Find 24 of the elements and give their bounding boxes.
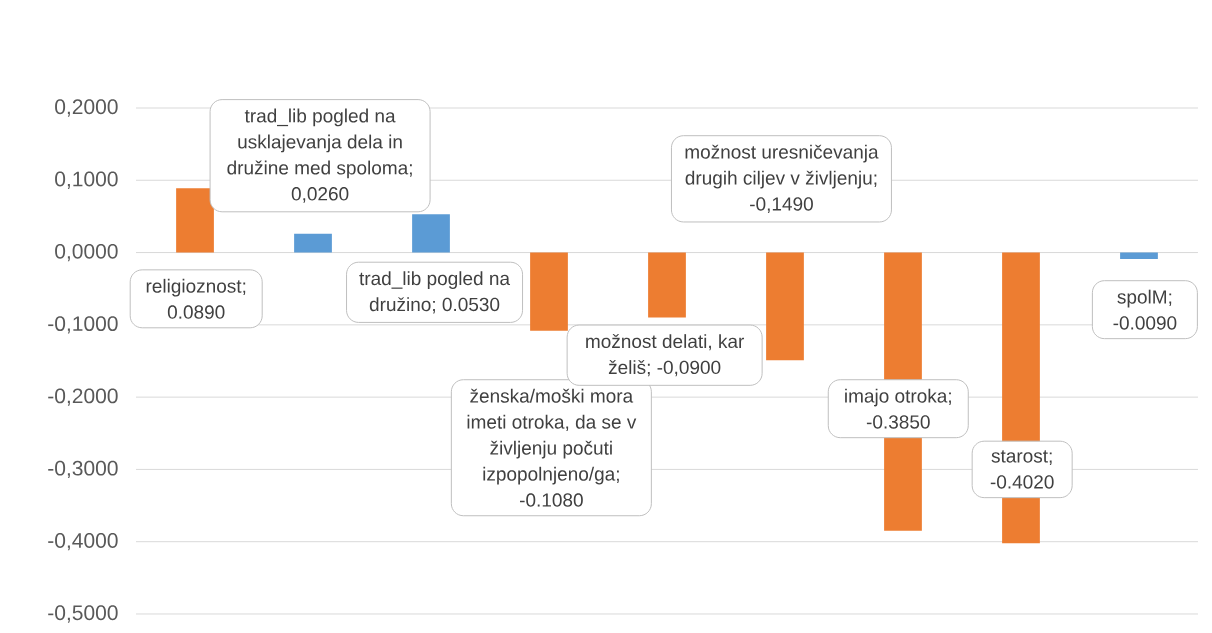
y-tick-label: 0,2000 bbox=[55, 99, 118, 117]
data-label: trad_lib pogled na usklajevanja dela in družine med spoloma; 0,0260 bbox=[227, 108, 412, 203]
bar bbox=[412, 214, 450, 253]
bar bbox=[648, 252, 686, 318]
data-label: možnost uresničevanja drugih ciljev v življenju; -0,1490 bbox=[685, 144, 879, 213]
data-label: imajo otroka; -0.3850 bbox=[845, 388, 951, 429]
data-label: spolM; -0.0090 bbox=[1113, 289, 1177, 330]
y-tick-label: -0,2000 bbox=[48, 388, 118, 406]
bar bbox=[1120, 252, 1158, 260]
data-label: možnost delati, kar želiš; -0,0900 bbox=[586, 334, 745, 377]
bar bbox=[766, 252, 804, 361]
bar bbox=[294, 233, 332, 253]
y-tick-label: 0,0000 bbox=[55, 243, 118, 262]
data-label: trad_lib pogled na družino; 0.0530 bbox=[359, 271, 511, 314]
y-tick-label: -0,4000 bbox=[48, 533, 118, 551]
y-tick-label: 0,1000 bbox=[55, 171, 118, 189]
y-tick-label: -0,5000 bbox=[48, 605, 118, 623]
y-tick-label: -0,1000 bbox=[48, 316, 118, 334]
data-label: ženska/moški mora imeti otroka, da se v življenju počuti izpopolnjeno/ga; -0.1080 bbox=[467, 388, 637, 507]
y-tick-label: -0,3000 bbox=[48, 460, 118, 479]
bar bbox=[176, 188, 214, 253]
bar bbox=[530, 252, 568, 331]
data-label: starost; -0.4020 bbox=[990, 450, 1054, 489]
data-label: religioznost; 0.0890 bbox=[146, 278, 246, 319]
